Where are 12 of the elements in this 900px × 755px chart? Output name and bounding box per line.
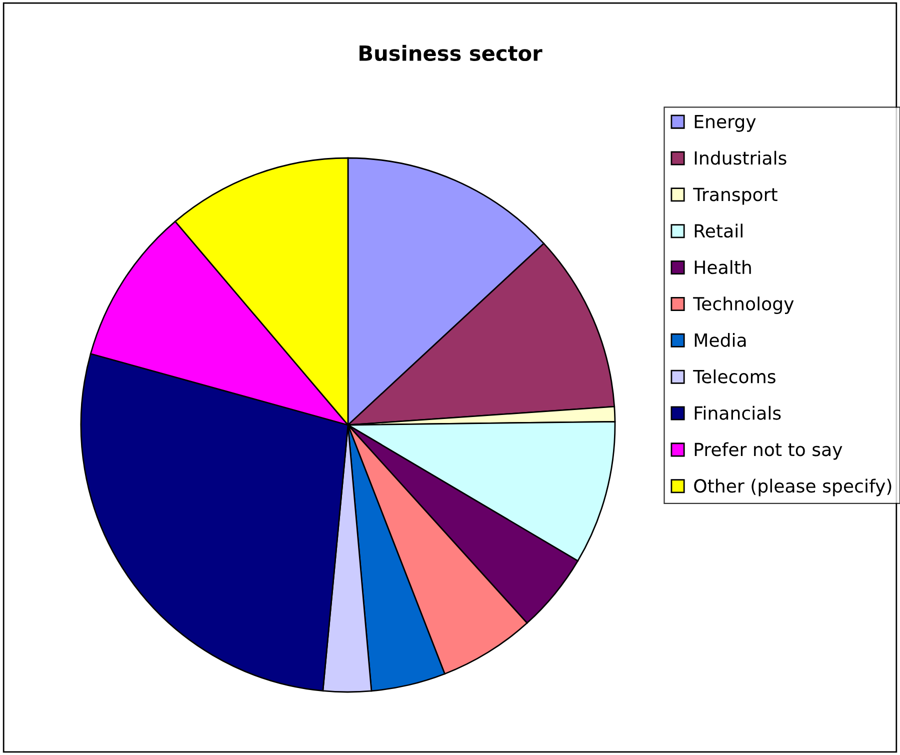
legend-label: Transport xyxy=(693,188,778,205)
legend-label: Prefer not to say xyxy=(694,442,842,460)
legend-label: Health xyxy=(694,260,751,274)
legend-label: Retail xyxy=(694,224,742,238)
legend-label: Other (please specify) xyxy=(694,478,892,496)
legend-label: Industrials xyxy=(694,150,786,165)
legend-label: Technology xyxy=(693,296,794,314)
legend-label: Financials xyxy=(694,406,781,420)
chart-title: Business sector xyxy=(360,44,542,62)
legend-label: Energy xyxy=(694,114,756,132)
legend-label: Telecoms xyxy=(693,369,776,384)
legend-label: Media xyxy=(694,332,746,347)
